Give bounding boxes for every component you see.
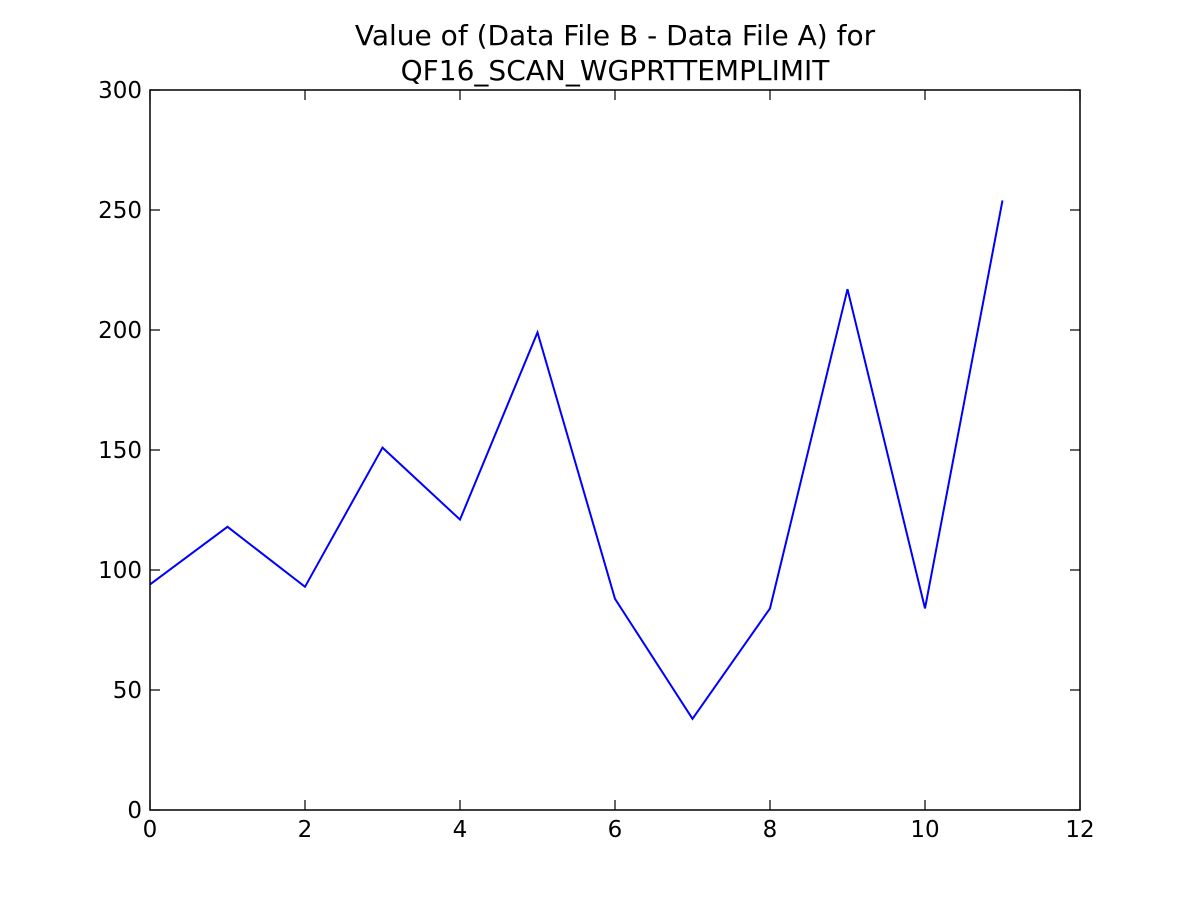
y-tick-label: 100 <box>98 558 142 584</box>
x-tick-label: 4 <box>453 817 468 843</box>
chart-title-line-2: QF16_SCAN_WGPRTTEMPLIMIT <box>401 54 831 87</box>
y-tick-label: 200 <box>98 318 142 344</box>
y-axis: 0 50 100 150 200 250 300 <box>98 78 1080 824</box>
series-line-0 <box>149 200 1004 721</box>
y-tick-label: 50 <box>113 678 142 704</box>
y-tick-label: 300 <box>98 78 142 104</box>
y-tick-label: 0 <box>127 798 142 824</box>
x-axis: 0 2 4 6 8 10 12 <box>143 90 1095 843</box>
y-tick-label: 150 <box>98 438 142 464</box>
x-tick-label: 12 <box>1065 817 1094 843</box>
x-tick-label: 6 <box>608 817 623 843</box>
x-tick-label: 2 <box>298 817 313 843</box>
x-tick-label: 8 <box>763 817 778 843</box>
chart-title-line-1: Value of (Data File B - Data File A) for <box>355 19 876 52</box>
chart-title: Value of (Data File B - Data File A) for… <box>355 19 876 87</box>
x-tick-label: 10 <box>910 817 939 843</box>
x-tick-label: 0 <box>143 817 158 843</box>
series-layer <box>149 200 1004 721</box>
plot-frame <box>149 89 1081 811</box>
y-tick-label: 250 <box>98 198 142 224</box>
